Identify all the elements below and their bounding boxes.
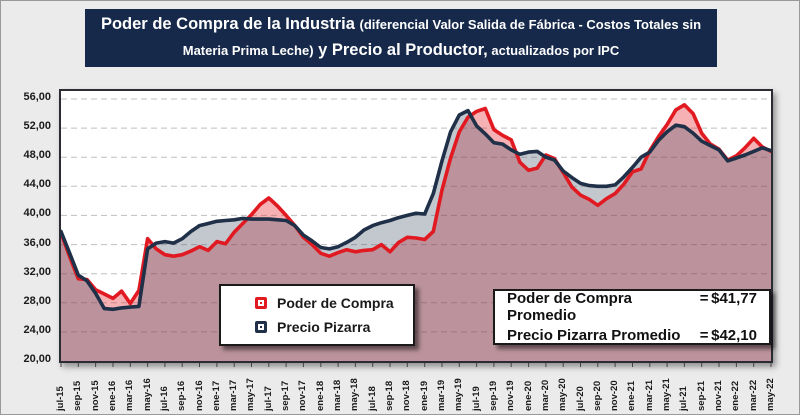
x-tick-label: may-19 bbox=[453, 378, 465, 411]
x-tick-label: jul-20 bbox=[574, 386, 586, 411]
square-marker-icon bbox=[255, 321, 267, 334]
x-tick-label: nov-16 bbox=[193, 380, 205, 411]
y-tick-label: 40,00 bbox=[23, 207, 51, 220]
x-tick-label: jul-17 bbox=[262, 386, 274, 411]
title-segment: y Precio al Productor, bbox=[313, 40, 488, 59]
x-tick-label: ene-17 bbox=[210, 380, 222, 411]
x-tick-label: may-22 bbox=[765, 378, 776, 411]
line-precio-pizarra bbox=[61, 108, 771, 312]
x-tick-label: ene-18 bbox=[314, 380, 326, 411]
x-tick-label: nov-20 bbox=[609, 380, 621, 411]
x-tick-label: mar-17 bbox=[228, 379, 240, 411]
y-tick-label: 24,00 bbox=[23, 323, 51, 336]
avg-label: Precio Pizarra Promedio bbox=[507, 327, 681, 344]
y-tick-label: 52,00 bbox=[23, 120, 51, 133]
square-marker-icon bbox=[255, 296, 267, 309]
x-tick-label: jul-16 bbox=[158, 386, 170, 411]
avg-value: $42,10 bbox=[711, 327, 757, 344]
x-axis-ticks bbox=[60, 363, 772, 367]
x-tick-label: ene-16 bbox=[106, 380, 118, 411]
x-tick-label: sep-16 bbox=[176, 380, 188, 411]
x-tick-label: sep-18 bbox=[384, 380, 396, 411]
x-tick-label: sep-20 bbox=[591, 380, 603, 411]
x-tick-label: sep-19 bbox=[487, 380, 499, 411]
x-tick-label: mar-21 bbox=[643, 379, 655, 411]
x-tick-label: may-18 bbox=[349, 378, 361, 411]
equals-sign: = bbox=[699, 290, 709, 307]
avg-label: Poder de Compra Promedio bbox=[507, 290, 633, 324]
y-tick-label: 28,00 bbox=[23, 294, 51, 307]
x-tick-label: jul-19 bbox=[470, 386, 482, 411]
y-tick-label: 20,00 bbox=[23, 353, 51, 365]
x-tick-label: nov-17 bbox=[297, 380, 309, 411]
title-segment: Materia Prima Leche) bbox=[182, 42, 314, 58]
x-tick-label: jul-18 bbox=[366, 386, 378, 411]
chart-title: Poder de Compra de la Industria (diferen… bbox=[85, 9, 717, 67]
y-tick-label: 48,00 bbox=[23, 149, 51, 162]
x-tick-label: nov-19 bbox=[505, 380, 517, 411]
y-tick-label: 36,00 bbox=[23, 236, 51, 249]
chart-title-line2: Materia Prima Leche) y Precio al Product… bbox=[91, 38, 711, 64]
averages-box: Poder de Compra Promedio = $41,77 Precio… bbox=[493, 289, 771, 345]
legend-label: Precio Pizarra bbox=[277, 319, 371, 336]
x-tick-label: ene-22 bbox=[730, 380, 742, 411]
x-tick-label: ene-20 bbox=[522, 380, 534, 411]
legend-label: Poder de Compra bbox=[277, 294, 394, 311]
x-tick-label: mar-20 bbox=[539, 379, 551, 411]
x-tick-label: sep-17 bbox=[280, 380, 292, 411]
x-tick-label: may-16 bbox=[141, 378, 153, 411]
y-tick-label: 32,00 bbox=[23, 265, 51, 278]
x-tick-label: jul-21 bbox=[678, 386, 690, 411]
x-tick-label: mar-18 bbox=[332, 379, 344, 411]
y-tick-label: 56,00 bbox=[23, 91, 51, 103]
x-tick-label: jul-15 bbox=[55, 386, 66, 411]
legend-item-poder-de-compra: Poder de Compra bbox=[255, 295, 413, 311]
title-segment: Poder de Compra de la Industria bbox=[100, 15, 360, 33]
y-tick-label: 44,00 bbox=[23, 178, 51, 191]
x-tick-label: nov-18 bbox=[401, 380, 413, 411]
x-tick-label: may-17 bbox=[245, 378, 257, 411]
x-tick-label: may-20 bbox=[557, 378, 569, 411]
x-tick-label: mar-16 bbox=[124, 379, 136, 411]
chart-title-line1: Poder de Compra de la Industria (diferen… bbox=[91, 12, 711, 38]
x-tick-label: nov-21 bbox=[713, 380, 725, 411]
x-tick-label: may-21 bbox=[661, 378, 673, 411]
x-tick-label: ene-21 bbox=[626, 380, 638, 411]
x-tick-label: sep-15 bbox=[72, 380, 84, 411]
x-tick-label: mar-19 bbox=[435, 379, 447, 411]
x-tick-label: ene-19 bbox=[418, 380, 430, 411]
legend: Poder de Compra Precio Pizarra bbox=[219, 284, 415, 346]
legend-item-precio-pizarra: Precio Pizarra bbox=[255, 319, 413, 335]
x-tick-label: sep-21 bbox=[695, 380, 707, 411]
x-tick-label: nov-15 bbox=[89, 380, 101, 411]
avg-value: $41,77 bbox=[711, 290, 757, 307]
x-tick-label: mar-22 bbox=[747, 379, 759, 411]
title-segment: actualizados por IPC bbox=[487, 42, 620, 58]
title-segment: (diferencial Valor Salida de Fábrica - C… bbox=[359, 17, 702, 32]
equals-sign: = bbox=[699, 327, 709, 344]
